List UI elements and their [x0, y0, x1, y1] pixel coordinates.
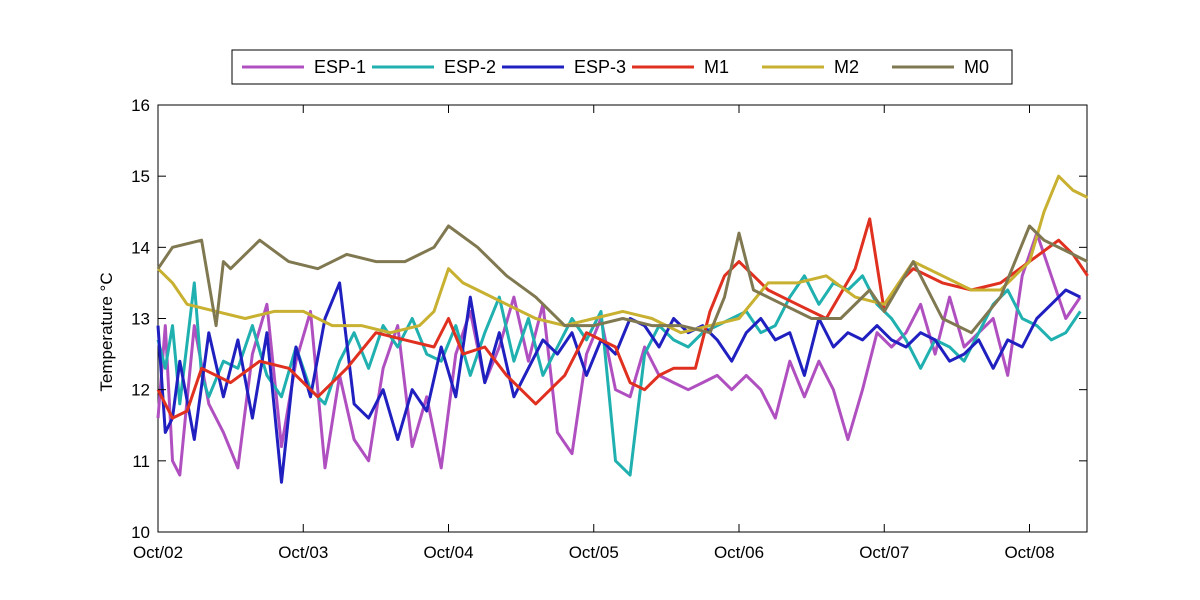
legend-label: ESP-2 [444, 57, 496, 77]
y-tick-label: 12 [131, 381, 150, 400]
legend-items: ESP-1 ESP-2 ESP-3 M1 M2 M0 [242, 57, 989, 77]
chart-legend: ESP-1 ESP-2 ESP-3 M1 M2 M0 [231, 49, 1013, 85]
legend-label: M2 [834, 57, 859, 77]
legend-label: ESP-3 [574, 57, 626, 77]
y-axis-title: Temperature °C [97, 272, 116, 391]
series-line-m1 [156, 217, 1089, 420]
x-tick-label: Oct/05 [569, 543, 619, 562]
legend-item-m0: M0 [892, 57, 989, 77]
x-tick-label: Oct/08 [1004, 543, 1054, 562]
x-tick-label: Oct/04 [423, 543, 473, 562]
legend-item-esp-1: ESP-1 [242, 57, 366, 77]
legend-label: ESP-1 [314, 57, 366, 77]
x-tick-label: Oct/06 [714, 543, 764, 562]
legend-label: M1 [704, 57, 729, 77]
y-tick-label: 14 [131, 238, 150, 257]
axis-ticks: 10 11 12 13 14 15 16 Oct/02 Oct/03 Oct/04 Oct/05 Oc… [131, 96, 1087, 562]
legend-item-m1: M1 [632, 57, 729, 77]
series-line-esp-3 [156, 281, 1081, 484]
series-line-m2 [156, 174, 1089, 335]
series-line-esp-2 [156, 274, 1082, 477]
y-tick-label: 16 [131, 96, 150, 115]
y-tick-label: 13 [131, 310, 150, 329]
x-tick-label: Oct/02 [133, 543, 183, 562]
legend-item-esp-3: ESP-3 [502, 57, 626, 77]
y-tick-label: 10 [131, 523, 150, 542]
series-layer [156, 174, 1089, 484]
x-tick-label: Oct/03 [278, 543, 328, 562]
x-tick-label: Oct/07 [859, 543, 909, 562]
series-line-m0 [156, 224, 1089, 335]
y-tick-label: 15 [131, 167, 150, 186]
y-tick-label: 11 [132, 452, 150, 471]
legend-item-m2: M2 [762, 57, 859, 77]
legend-item-esp-2: ESP-2 [372, 57, 496, 77]
legend-label: M0 [964, 57, 989, 77]
legend-box [231, 49, 1013, 85]
